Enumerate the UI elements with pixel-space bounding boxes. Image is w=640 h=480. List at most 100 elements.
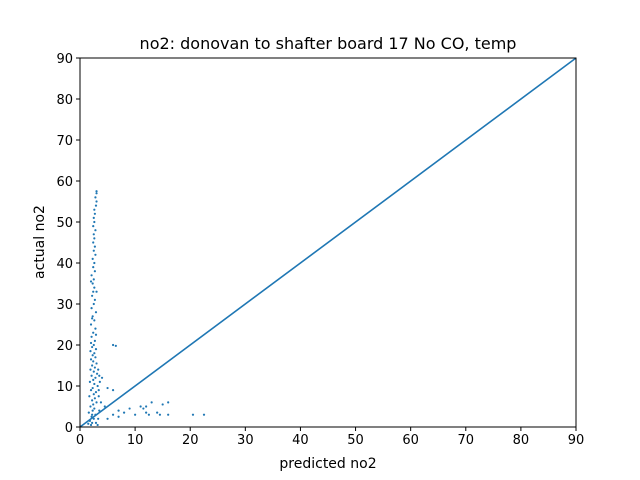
point [96, 384, 99, 388]
point [92, 417, 95, 420]
point [150, 401, 153, 404]
point [91, 421, 94, 424]
point [147, 413, 150, 416]
point [97, 368, 100, 371]
line [79, 57, 577, 428]
y-tick-label: 10 [56, 380, 73, 395]
point [167, 401, 170, 404]
point [191, 413, 195, 416]
point [98, 374, 101, 377]
point [93, 220, 96, 224]
point [91, 399, 94, 402]
point [122, 411, 126, 414]
y-tick-label: 90 [56, 52, 73, 67]
point [93, 382, 96, 386]
point [95, 192, 98, 195]
point [89, 368, 92, 371]
point [111, 389, 115, 392]
x-tick-label: 70 [458, 433, 475, 448]
point [91, 345, 94, 349]
point [92, 241, 95, 244]
point [94, 333, 98, 336]
point [139, 405, 142, 408]
point [89, 350, 92, 353]
point [94, 229, 97, 232]
point [92, 343, 95, 347]
point [92, 278, 95, 281]
point [91, 315, 94, 318]
x-tick-label: 80 [513, 433, 530, 448]
point [95, 190, 98, 193]
point [93, 319, 96, 322]
point [89, 405, 92, 408]
point [87, 422, 90, 425]
point [93, 286, 96, 289]
point [93, 212, 96, 215]
chart-title: no2: donovan to shafter board 17 No CO, … [140, 34, 517, 53]
point [91, 317, 94, 320]
point [92, 266, 95, 269]
point [92, 370, 95, 373]
point [93, 208, 96, 211]
point [92, 378, 95, 381]
point [156, 411, 159, 414]
point [106, 386, 109, 390]
point [92, 249, 95, 252]
point [89, 423, 93, 427]
point [94, 311, 98, 314]
point [92, 302, 95, 306]
point [93, 407, 96, 410]
point [95, 401, 98, 404]
point [92, 290, 95, 293]
y-tick-label: 40 [56, 257, 73, 272]
point [91, 364, 94, 367]
point [92, 331, 95, 334]
point [92, 216, 95, 219]
point [90, 274, 93, 277]
point [92, 225, 95, 228]
y-tick-label: 30 [56, 298, 73, 313]
point [93, 339, 96, 342]
point [100, 376, 104, 379]
point [93, 366, 96, 369]
point [134, 413, 137, 416]
point [96, 423, 99, 427]
point [93, 397, 96, 400]
point [88, 395, 91, 398]
point [99, 401, 103, 404]
point [89, 280, 93, 283]
point [158, 413, 162, 416]
point [142, 407, 145, 410]
x-tick-label: 20 [182, 433, 199, 448]
point [93, 261, 96, 265]
point [161, 403, 164, 406]
x-tick-label: 90 [568, 433, 585, 448]
y-tick-label: 70 [56, 134, 73, 149]
point [106, 417, 109, 420]
point [97, 395, 100, 398]
point [145, 411, 148, 414]
point [98, 380, 101, 383]
point [94, 196, 97, 199]
point [91, 413, 94, 416]
point [93, 270, 96, 273]
point [117, 409, 120, 412]
point [145, 405, 148, 408]
point [97, 417, 100, 420]
point [90, 374, 93, 377]
point [94, 391, 98, 394]
point [97, 389, 100, 392]
point [92, 403, 95, 406]
point [91, 386, 94, 390]
point [91, 294, 94, 297]
y-tick-label: 50 [56, 216, 73, 231]
point [94, 356, 97, 359]
point [93, 298, 96, 301]
point [89, 389, 93, 392]
point [94, 253, 97, 256]
point [117, 415, 120, 418]
point [98, 409, 101, 412]
point [95, 290, 98, 293]
x-tick-label: 30 [237, 433, 254, 448]
